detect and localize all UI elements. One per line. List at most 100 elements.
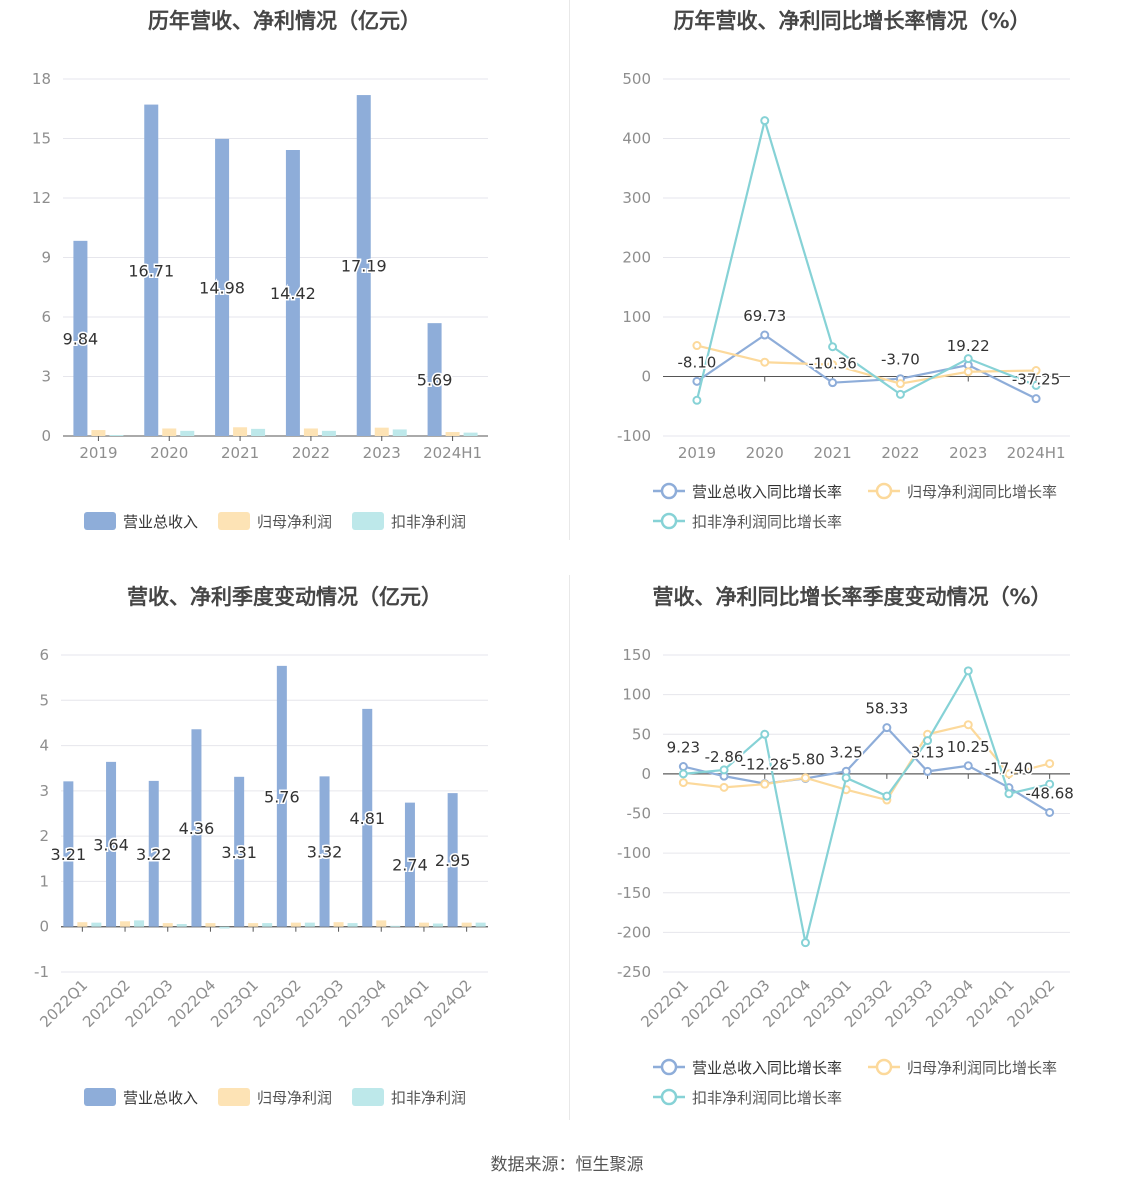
- legend-label: 营业总收入: [123, 1089, 198, 1107]
- data-point: [760, 357, 770, 367]
- data-label: 14.42: [270, 284, 316, 303]
- bar-deducted-profit: [390, 925, 401, 927]
- x-tick-label: 2022: [881, 444, 919, 462]
- data-point: [963, 720, 973, 730]
- bar-net-profit: [418, 922, 429, 927]
- bar-net-profit: [461, 922, 472, 927]
- y-tick-label: 50: [632, 725, 651, 743]
- bar-revenue: [73, 240, 88, 436]
- series-line-revenue: [683, 726, 1051, 814]
- data-label: 9.23: [667, 739, 700, 757]
- data-label: 69.73: [743, 307, 786, 325]
- x-tick-label: 2023: [949, 444, 987, 462]
- series-line-deducted-profit: [683, 668, 1050, 943]
- bar-revenue: [106, 761, 117, 927]
- legend-swatch: [84, 512, 116, 530]
- bar-deducted-profit: [392, 429, 407, 436]
- data-point: [882, 723, 892, 733]
- data-point: [800, 773, 810, 783]
- x-tick-label: 2019: [79, 444, 117, 462]
- data-point: [760, 729, 770, 739]
- quarterly-amount-chart: -101234562022Q12022Q22022Q32022Q42023Q12…: [34, 646, 488, 1107]
- x-tick-label: 2019: [678, 444, 716, 462]
- data-label: 58.33: [865, 700, 908, 718]
- data-label: 16.71: [128, 261, 174, 280]
- bar-net-profit: [376, 920, 387, 927]
- legend-swatch: [352, 512, 384, 530]
- data-label: 3.25: [829, 743, 862, 761]
- data-point: [1045, 779, 1055, 789]
- y-tick-label: 9: [41, 249, 51, 267]
- legend-label: 归母净利润: [257, 1089, 332, 1107]
- data-point: [719, 765, 729, 775]
- x-tick-label: 2022: [292, 444, 330, 462]
- data-label: 4.36: [179, 819, 215, 838]
- series-line-deducted-profit: [695, 116, 1037, 401]
- y-tick-label: 18: [32, 70, 51, 88]
- annual-growth-chart: -100 0 100 200 300 400 500 2019 2020 2021 2022 2023…: [617, 70, 1070, 531]
- y-tick-label: 0: [41, 427, 51, 445]
- data-point: [1031, 366, 1041, 376]
- data-point: [719, 782, 729, 792]
- data-label: -10.36: [808, 355, 856, 373]
- data-label: -48.68: [1025, 784, 1073, 802]
- x-tick-label: 2021: [221, 444, 259, 462]
- legend-label: 扣非净利润同比增长率: [692, 1089, 842, 1107]
- legend-marker: [660, 482, 678, 500]
- y-tick-label: -150: [617, 884, 651, 902]
- data-point: [963, 761, 973, 771]
- data-label: 19.22: [947, 337, 990, 355]
- x-tick-label: 2023: [363, 444, 401, 462]
- legend-label: 营业总收入同比增长率: [692, 483, 842, 501]
- y-tick-label: 100: [622, 686, 651, 704]
- y-tick-label: 6: [41, 308, 51, 326]
- vertical-divider-top: [569, 0, 570, 540]
- legend-label: 归母净利润同比增长率: [907, 483, 1057, 501]
- data-point: [692, 341, 702, 351]
- data-point: [692, 395, 702, 405]
- data-point: [895, 389, 905, 399]
- bar-revenue: [404, 802, 415, 927]
- bar-net-profit: [77, 922, 88, 927]
- legend-marker: [660, 1058, 678, 1076]
- bar-revenue: [447, 793, 458, 927]
- bar-net-profit: [120, 921, 131, 927]
- y-tick-label: 4: [39, 737, 49, 755]
- bar-revenue: [148, 780, 159, 927]
- bar-revenue: [319, 776, 330, 927]
- legend-marker: [875, 482, 893, 500]
- chart-title: 营收、净利季度变动情况（亿元）: [127, 585, 442, 609]
- bar-net-profit: [205, 923, 216, 927]
- bar-net-profit: [162, 428, 177, 436]
- data-label: 3.64: [93, 835, 129, 854]
- legend-swatch: [218, 512, 250, 530]
- data-point: [963, 354, 973, 364]
- data-point: [895, 379, 905, 389]
- bar-net-profit: [290, 922, 301, 927]
- y-tick-label: 12: [32, 189, 51, 207]
- y-tick-label: -250: [617, 963, 651, 981]
- data-point: [800, 938, 810, 948]
- data-label: 3.21: [51, 845, 87, 864]
- data-label: 3.22: [136, 845, 172, 864]
- bar-deducted-profit: [91, 922, 102, 927]
- x-tick-label: 2024H1: [1007, 444, 1066, 462]
- annual-amount-chart: 0 3 6 9 12 15 18 2019 2020 2021 2022 2023 2024H1 9.84…: [32, 70, 488, 531]
- y-tick-label: 400: [622, 130, 651, 148]
- data-label: -17.40: [985, 760, 1033, 778]
- bar-deducted-profit: [134, 920, 145, 927]
- bar-revenue: [144, 104, 159, 437]
- legend-label: 营业总收入同比增长率: [692, 1059, 842, 1077]
- y-tick-label: 15: [32, 130, 51, 148]
- bar-deducted-profit: [262, 923, 273, 927]
- data-source: 数据来源：恒生聚源: [490, 1155, 644, 1175]
- data-label: 5.69: [417, 371, 453, 390]
- bar-revenue: [427, 323, 442, 436]
- y-tick-label: 3: [39, 782, 49, 800]
- data-point: [692, 376, 702, 386]
- data-label: 2.74: [392, 856, 428, 875]
- bar-deducted-profit: [463, 432, 478, 436]
- chart-title: 历年营收、净利同比增长率情况（%）: [673, 9, 1031, 33]
- bar-deducted-profit: [176, 923, 187, 927]
- chart-title: 营收、净利同比增长率季度变动情况（%）: [652, 585, 1052, 609]
